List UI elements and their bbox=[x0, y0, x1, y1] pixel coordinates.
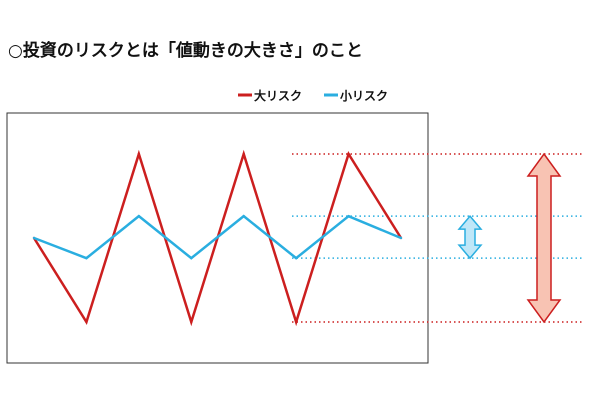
data-point bbox=[85, 256, 88, 260]
page-title: ○投資のリスクとは「値動きの大きさ」のこと bbox=[8, 41, 363, 61]
data-point bbox=[242, 214, 245, 218]
series-line-2 bbox=[33, 214, 402, 260]
legend-label-1: 大リスク bbox=[254, 88, 302, 103]
data-point bbox=[294, 256, 298, 260]
range-arrow-2 bbox=[457, 214, 483, 260]
data-point bbox=[137, 214, 141, 218]
data-point bbox=[347, 152, 350, 156]
data-point bbox=[294, 320, 298, 324]
data-point bbox=[32, 236, 36, 240]
data-point bbox=[137, 152, 141, 156]
data-point bbox=[347, 214, 350, 218]
data-point bbox=[242, 152, 245, 156]
data-point bbox=[190, 320, 193, 324]
legend-label-2: 小リスク bbox=[340, 88, 388, 103]
data-point bbox=[85, 320, 88, 324]
data-point bbox=[399, 236, 403, 240]
data-point bbox=[190, 256, 193, 260]
range-arrow-1 bbox=[526, 152, 562, 324]
